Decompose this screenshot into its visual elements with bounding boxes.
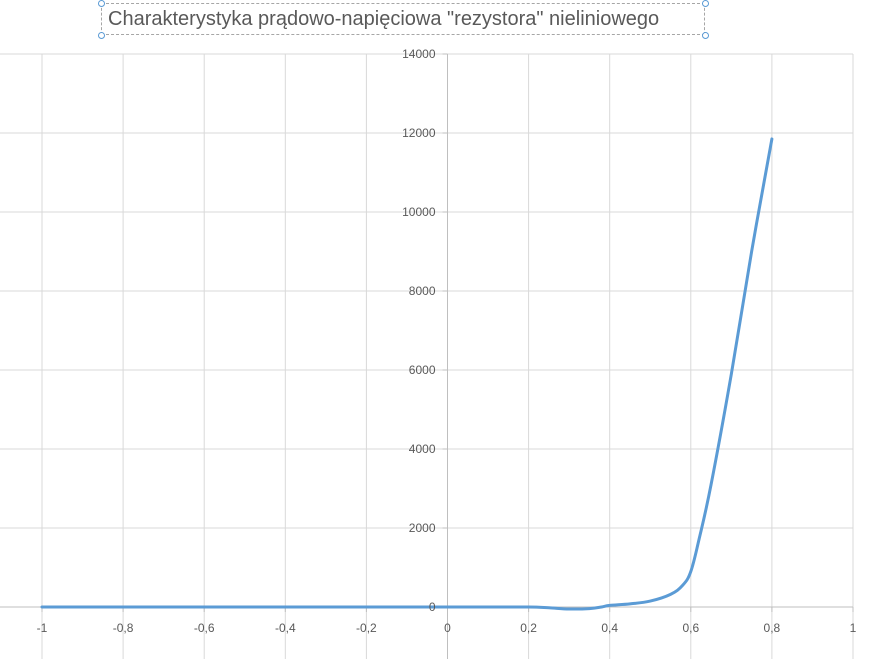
data-point <box>730 372 733 375</box>
data-series <box>40 137 774 611</box>
x-tick-label: -0,8 <box>113 621 134 635</box>
data-point <box>710 483 713 486</box>
data-point <box>284 606 287 609</box>
y-tick-label: 4000 <box>409 442 436 456</box>
x-tick-label: 1 <box>850 621 857 635</box>
title-resize-handle-bottom-right[interactable] <box>702 32 709 39</box>
data-point <box>697 538 700 541</box>
data-point <box>568 607 571 610</box>
title-resize-handle-top-left[interactable] <box>98 0 105 7</box>
data-point <box>365 606 368 609</box>
x-tick-label: -0,6 <box>194 621 215 635</box>
x-tick-label: -0,4 <box>275 621 296 635</box>
data-point <box>41 606 44 609</box>
grid-lines <box>0 53 854 659</box>
x-tick-label: 0 <box>444 621 451 635</box>
data-point <box>669 593 672 596</box>
data-point <box>600 606 603 609</box>
data-point <box>628 602 631 605</box>
data-point <box>527 606 530 609</box>
x-tick-label: 0,6 <box>682 621 699 635</box>
data-point <box>608 604 611 607</box>
data-point <box>122 606 125 609</box>
title-resize-handle-top-right[interactable] <box>702 0 709 7</box>
data-point <box>588 607 591 610</box>
data-point <box>689 570 692 573</box>
y-tick-label: 14000 <box>402 47 436 61</box>
data-point <box>547 606 550 609</box>
y-tick-label: 10000 <box>402 205 436 219</box>
chart-title[interactable]: Charakterystyka prądowo-napięciowa "rezy… <box>108 8 660 30</box>
data-point <box>770 137 773 140</box>
chart-title-box[interactable]: Charakterystyka prądowo-napięciowa "rezy… <box>101 3 705 35</box>
data-point <box>203 606 206 609</box>
data-point <box>446 606 449 609</box>
data-point <box>649 600 652 603</box>
axes <box>0 53 854 659</box>
series-line[interactable] <box>40 137 774 611</box>
tick-labels: 0 2000 4000 6000 8000 10000 12000 14000 -1 -0,8 -0… <box>37 47 857 635</box>
data-point <box>487 606 490 609</box>
x-tick-label: -1 <box>37 621 48 635</box>
x-tick-label: 0,8 <box>764 621 781 635</box>
y-tick-label: 8000 <box>409 284 436 298</box>
x-tick-label: -0,2 <box>356 621 377 635</box>
y-tick-label: 12000 <box>402 126 436 140</box>
title-resize-handle-bottom-left[interactable] <box>98 32 105 39</box>
x-tick-label: 0,4 <box>601 621 618 635</box>
y-tick-label: 0 <box>429 600 436 614</box>
data-point <box>681 584 684 587</box>
y-tick-label: 2000 <box>409 521 436 535</box>
y-tick-label: 6000 <box>409 363 436 377</box>
data-point <box>750 250 753 253</box>
x-tick-label: 0,2 <box>520 621 537 635</box>
